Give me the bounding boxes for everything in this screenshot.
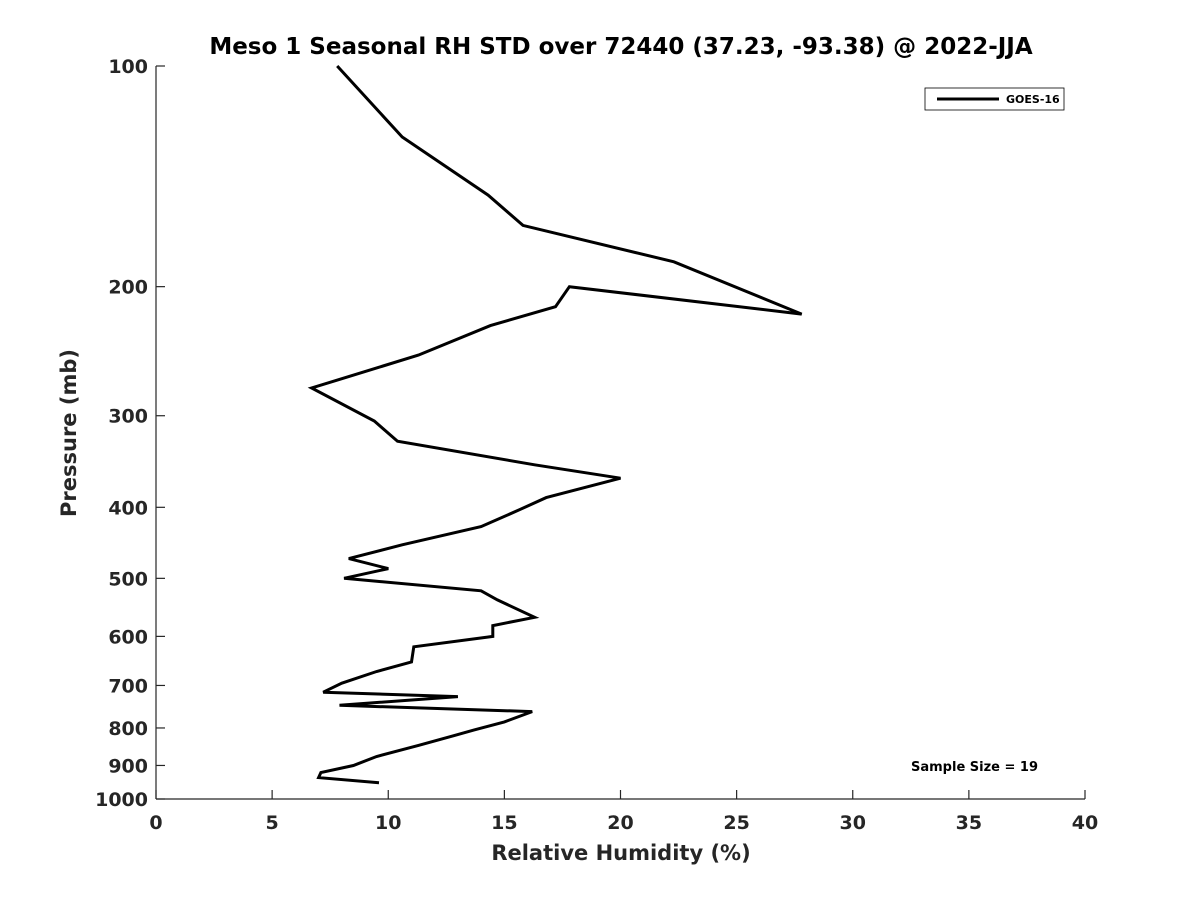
- chart-title: Meso 1 Seasonal RH STD over 72440 (37.23…: [209, 34, 1033, 60]
- x-tick-label: 40: [1072, 812, 1098, 834]
- x-axis-label: Relative Humidity (%): [491, 841, 750, 865]
- x-ticks: 0 5 10 15 20 25 30 35 40: [149, 790, 1098, 834]
- x-tick-label: 0: [149, 812, 162, 834]
- x-tick-label: 30: [840, 812, 866, 834]
- x-tick-label: 5: [266, 812, 279, 834]
- legend: GOES-16: [924, 87, 1065, 111]
- y-tick-label: 200: [108, 277, 148, 299]
- x-tick-label: 20: [607, 812, 633, 834]
- y-axis-label: Pressure (mb): [57, 349, 81, 517]
- x-tick-label: 25: [723, 812, 749, 834]
- y-tick-label: 900: [108, 755, 148, 777]
- y-tick-label: 800: [108, 718, 148, 740]
- legend-label-goes-16: GOES-16: [1006, 93, 1060, 106]
- series-line-goes-16: [307, 64, 803, 785]
- y-tick-label: 300: [108, 406, 148, 428]
- sample-size-annotation: Sample Size = 19: [911, 760, 1038, 775]
- x-tick-label: 35: [956, 812, 982, 834]
- x-tick-label: 15: [491, 812, 517, 834]
- y-ticks: 100 200 300 400 500 600 700 800 900 1000: [95, 56, 165, 811]
- y-tick-label: 1000: [95, 789, 148, 811]
- y-tick-label: 400: [108, 497, 148, 519]
- x-tick-label: 10: [375, 812, 401, 834]
- y-tick-label: 600: [108, 626, 148, 648]
- y-tick-label: 700: [108, 675, 148, 697]
- y-tick-label: 500: [108, 568, 148, 590]
- y-tick-label: 100: [108, 56, 148, 78]
- axes: [155, 66, 1085, 800]
